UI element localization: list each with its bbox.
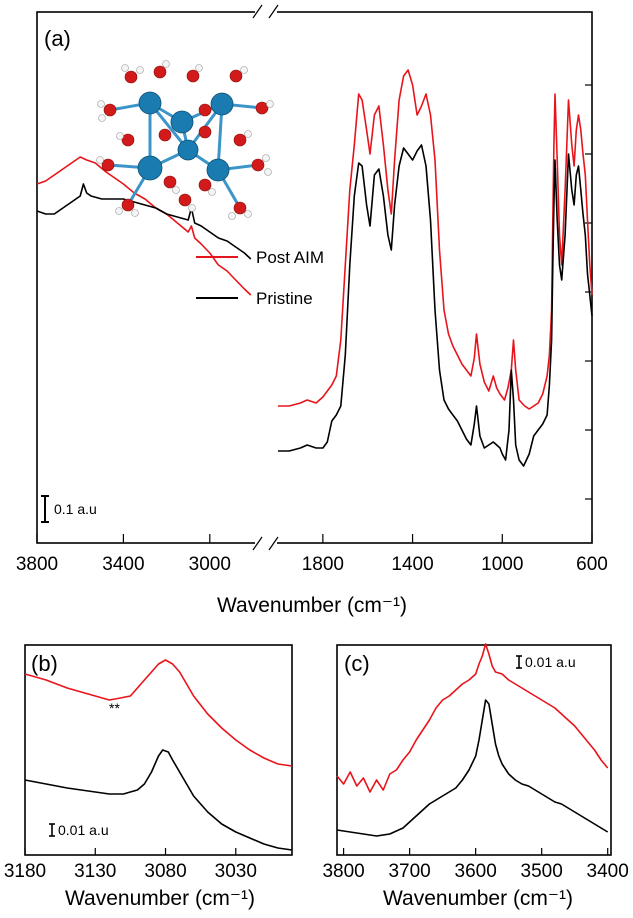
panel-b: 3180 3130 3080 3030 (b) ** Wavenumber (cm⁻¹… [4,644,293,910]
traces [336,643,609,837]
series-post-aim-high-range [36,156,252,296]
traces [24,659,293,851]
scale-bar-c-label: 0.01 a.u [525,654,576,670]
x-tick-label: 3400 [587,861,629,882]
x-ticks: 3180 3130 3080 3030 [4,848,257,882]
x-tick-label: 3130 [74,861,116,882]
legend-label-post-aim: Post AIM [256,248,324,267]
x-tick-label: 3000 [189,554,231,575]
x-tick-label: 3800 [322,861,364,882]
scale-bar-b-label: 0.01 a.u [58,822,109,838]
x-tick-label: 1000 [481,554,523,575]
axis-break-gap-bottom [255,538,277,548]
panel-a: 3800 3400 3000 1800 1400 1000 600 (a) Wavenumb… [16,4,608,617]
scale-bar-a: 0.1 a.u [41,495,97,523]
series-post-aim-fingerprint-range [278,69,593,410]
axis-break-mark-bottom [252,536,279,551]
axis-break-mark-top [252,4,279,19]
x-axis-title-b: Wavenumber (cm⁻¹) [65,887,255,910]
x-tick-label: 1800 [302,554,344,575]
scale-bar-b: 0.01 a.u [49,822,109,838]
x-axis-title-c: Wavenumber (cm⁻¹) [383,887,573,910]
x-tick-label: 3180 [4,861,46,882]
panel-b-frame [24,644,293,856]
series-post-aim [24,659,293,767]
x-ticks: 3800 3700 3600 3500 3400 [322,848,629,882]
series-pristine [24,749,293,851]
legend-label-pristine: Pristine [256,289,313,308]
x-tick-label: 3700 [388,861,430,882]
series-pristine-high-range [36,183,252,260]
legend: Post AIM Pristine [196,248,324,308]
x-tick-label: 1400 [391,554,433,575]
scale-bar-a-label: 0.1 a.u [54,501,97,517]
panel-c-frame [336,644,612,856]
x-ticks: 3800 3400 3000 1800 1400 1000 600 [16,534,608,575]
x-tick-label: 3030 [215,861,257,882]
x-tick-label: 3080 [144,861,186,882]
x-tick-label: 600 [576,554,608,575]
molecule-inset [96,60,274,220]
annotation-double-star: ** [109,700,120,716]
right-axis-ticks [585,84,592,500]
panel-label-a: (a) [44,26,71,51]
x-tick-label: 3400 [102,554,144,575]
series-pristine-fingerprint-range [278,144,593,467]
x-tick-label: 3800 [16,554,58,575]
series-pristine [336,699,609,837]
x-tick-label: 3600 [455,861,497,882]
x-axis-title-a: Wavenumber (cm⁻¹) [217,594,407,617]
axis-break-gap-top [255,8,277,17]
traces [36,69,593,467]
panel-label-c: (c) [344,651,370,676]
x-tick-label: 3500 [521,861,563,882]
panel-c: 3800 3700 3600 3500 3400 (c) Wavenumber (cm⁻… [322,643,629,910]
panel-a-frame [36,11,593,544]
panel-label-b: (b) [31,651,58,676]
scale-bar-c: 0.01 a.u [516,654,576,670]
series-post-aim [336,643,609,793]
